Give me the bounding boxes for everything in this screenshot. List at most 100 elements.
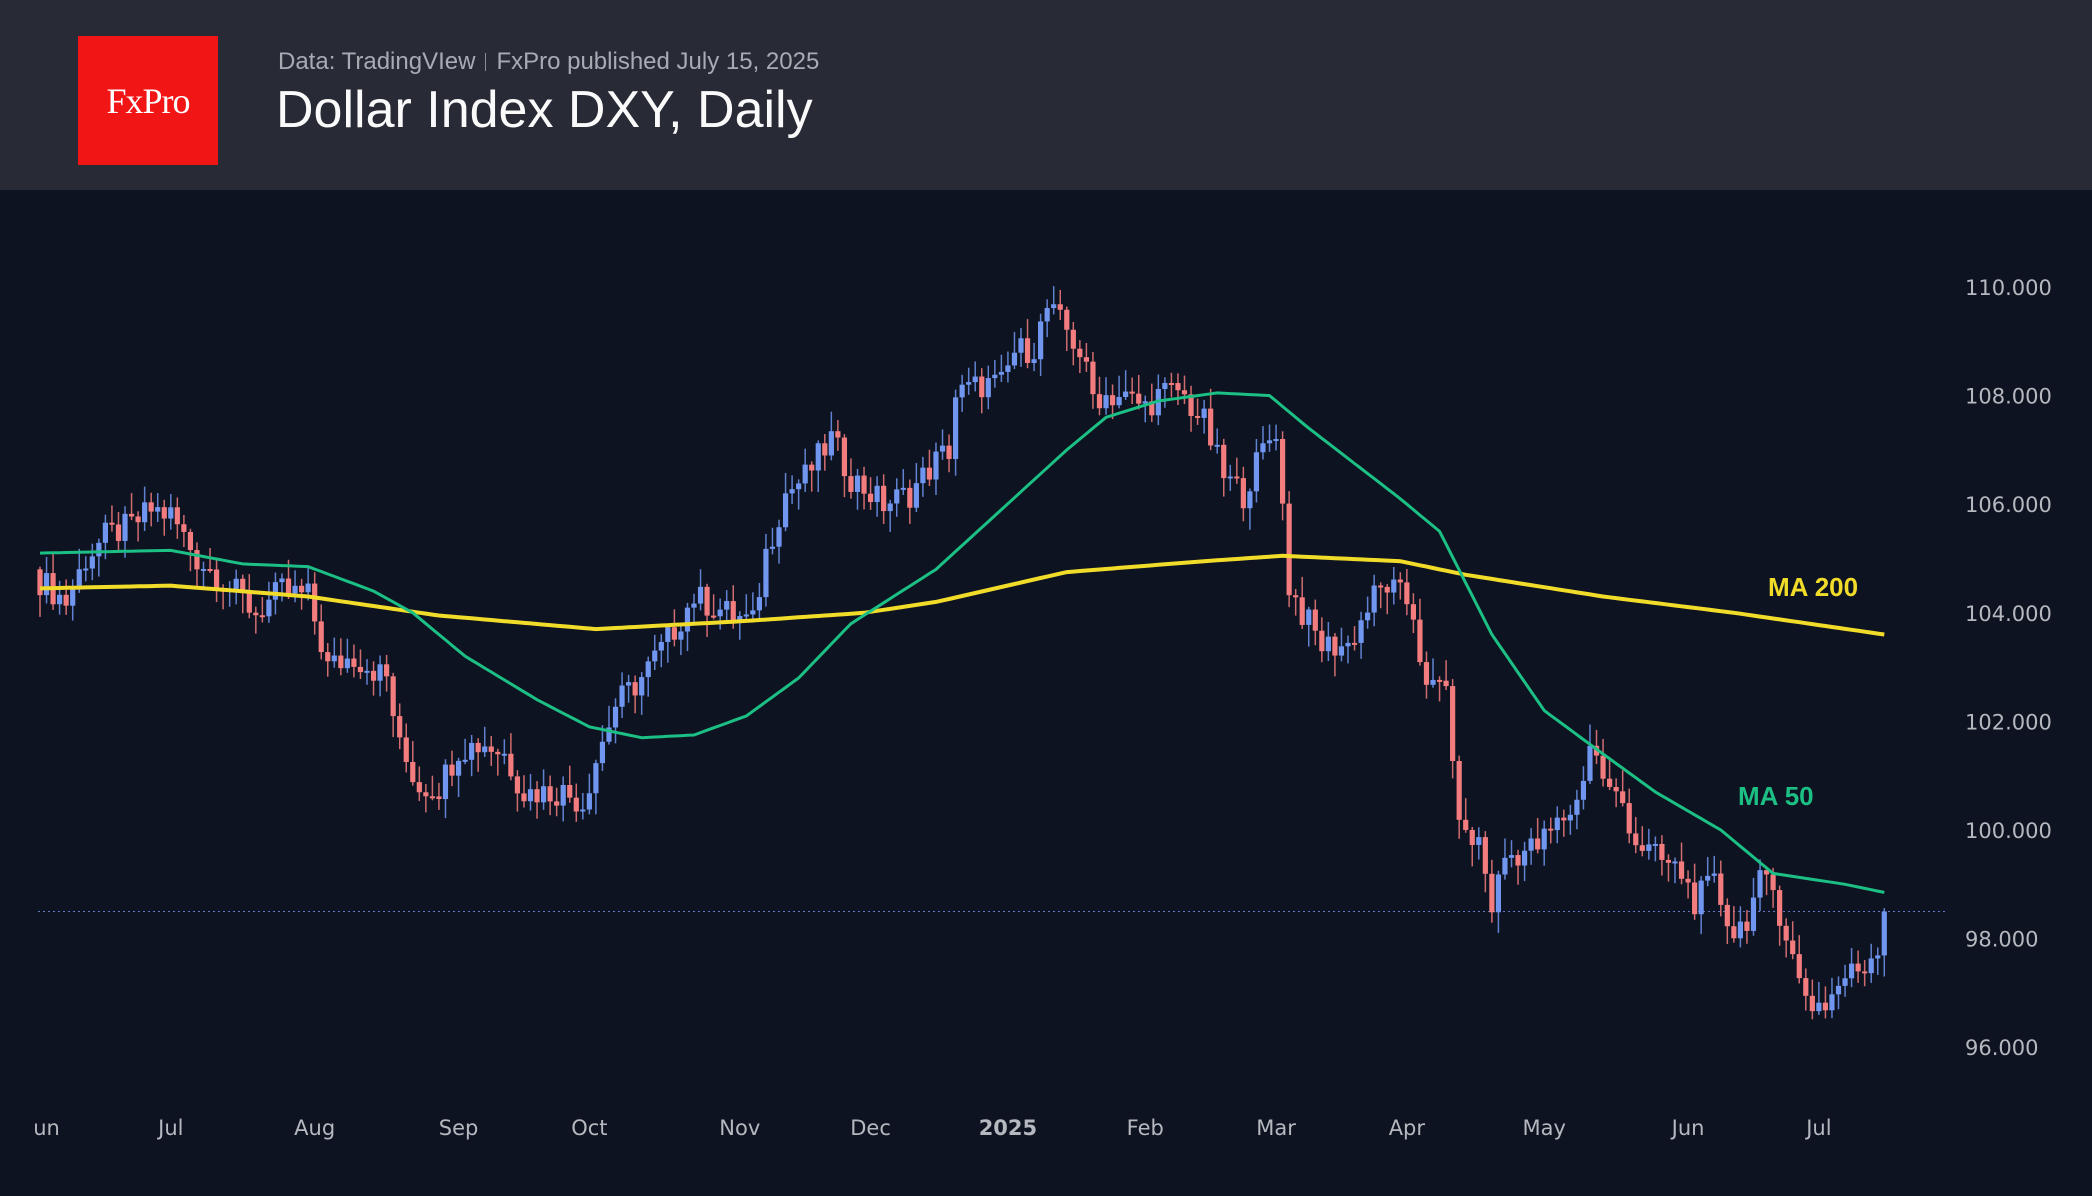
candle bbox=[665, 623, 671, 663]
candle-body bbox=[867, 493, 874, 503]
candle bbox=[1371, 574, 1377, 627]
candle bbox=[612, 698, 619, 744]
candle bbox=[782, 472, 789, 532]
candle bbox=[187, 528, 194, 572]
candle-body bbox=[1306, 609, 1312, 625]
candle-body bbox=[1796, 954, 1802, 979]
x-tick-label: May bbox=[1522, 1116, 1565, 1140]
candle bbox=[874, 476, 880, 517]
candle-body bbox=[325, 652, 331, 662]
candle bbox=[1705, 857, 1711, 887]
candle-body bbox=[1378, 585, 1384, 588]
candle bbox=[1051, 286, 1057, 315]
candle bbox=[1698, 876, 1704, 935]
candle bbox=[240, 574, 246, 614]
candle bbox=[822, 434, 828, 471]
candle bbox=[397, 703, 403, 750]
candle-body bbox=[776, 527, 782, 547]
candle bbox=[1737, 906, 1743, 948]
candle bbox=[881, 474, 887, 525]
candle-body bbox=[1757, 870, 1763, 898]
candle bbox=[1450, 679, 1456, 779]
candle bbox=[809, 461, 815, 492]
y-tick-label: 108.000 bbox=[1965, 385, 2052, 409]
candle-body bbox=[828, 431, 834, 456]
candle-body bbox=[1744, 921, 1750, 931]
candle-body bbox=[1109, 395, 1116, 406]
candle bbox=[966, 367, 972, 395]
candle bbox=[796, 479, 802, 510]
candle-body bbox=[410, 761, 416, 783]
candle-body bbox=[1613, 786, 1619, 792]
candle bbox=[586, 773, 592, 815]
published-date: FxPro published July 15, 2025 bbox=[496, 48, 820, 75]
candle bbox=[1561, 809, 1567, 837]
candle bbox=[861, 466, 867, 510]
candle-body bbox=[985, 378, 991, 398]
candle-body bbox=[155, 507, 161, 512]
candle-body bbox=[1096, 394, 1103, 409]
candle-body bbox=[384, 664, 390, 677]
candle-body bbox=[1024, 338, 1031, 363]
candle-body bbox=[920, 467, 926, 484]
candle bbox=[1201, 399, 1207, 434]
candle-body bbox=[1286, 503, 1292, 596]
candle bbox=[1365, 596, 1371, 629]
candle bbox=[475, 738, 481, 772]
candle bbox=[953, 389, 959, 476]
candlestick-chart: 110.000 108.000 106.000 104.000 102.000 100.0… bbox=[33, 276, 2052, 1140]
candle-body bbox=[1083, 357, 1089, 362]
candle-body bbox=[1777, 890, 1783, 926]
candle bbox=[658, 634, 664, 668]
candle-body bbox=[979, 376, 985, 398]
candle bbox=[1391, 567, 1397, 605]
candle bbox=[1162, 377, 1168, 408]
candle-body bbox=[835, 431, 841, 438]
candle bbox=[331, 637, 337, 668]
candle-body bbox=[1240, 478, 1246, 509]
x-tick-label: Jun bbox=[1670, 1116, 1705, 1140]
candle-body bbox=[907, 487, 913, 508]
candle bbox=[1881, 908, 1887, 977]
candle-body bbox=[1835, 985, 1842, 995]
candle-body bbox=[567, 785, 573, 798]
candle-body bbox=[782, 493, 789, 528]
candle-body bbox=[272, 582, 279, 600]
candle bbox=[1567, 804, 1573, 835]
candle bbox=[1469, 826, 1475, 867]
candle-body bbox=[1417, 619, 1423, 663]
candle-body bbox=[109, 522, 115, 525]
candle bbox=[920, 456, 926, 497]
candle bbox=[312, 572, 318, 635]
candle-body bbox=[37, 569, 43, 596]
candle bbox=[1018, 328, 1024, 367]
candle-body bbox=[1397, 579, 1403, 583]
candle bbox=[1031, 342, 1037, 372]
candle-body bbox=[1842, 978, 1848, 986]
candle bbox=[678, 622, 684, 656]
candle-body bbox=[547, 786, 553, 802]
candle-body bbox=[181, 524, 187, 532]
candle-body bbox=[1803, 978, 1809, 996]
candle-body bbox=[1816, 1002, 1822, 1012]
candle-body bbox=[1168, 382, 1175, 385]
candle-body bbox=[1633, 833, 1639, 846]
candle bbox=[155, 493, 161, 522]
candle bbox=[521, 775, 527, 808]
candle bbox=[645, 656, 651, 697]
candle-body bbox=[926, 467, 933, 480]
candle-body bbox=[1116, 397, 1122, 406]
candle bbox=[318, 604, 324, 660]
candle bbox=[63, 579, 69, 615]
candle-body bbox=[854, 475, 861, 492]
candle bbox=[992, 360, 998, 388]
candle bbox=[50, 554, 56, 610]
candle-body bbox=[1737, 921, 1743, 939]
candle-body bbox=[83, 568, 89, 571]
candle bbox=[1829, 977, 1835, 1019]
candle-body bbox=[1077, 348, 1083, 358]
candle-body bbox=[953, 397, 959, 459]
candle bbox=[1319, 617, 1325, 663]
candle bbox=[351, 644, 357, 678]
candle-body bbox=[475, 742, 481, 753]
